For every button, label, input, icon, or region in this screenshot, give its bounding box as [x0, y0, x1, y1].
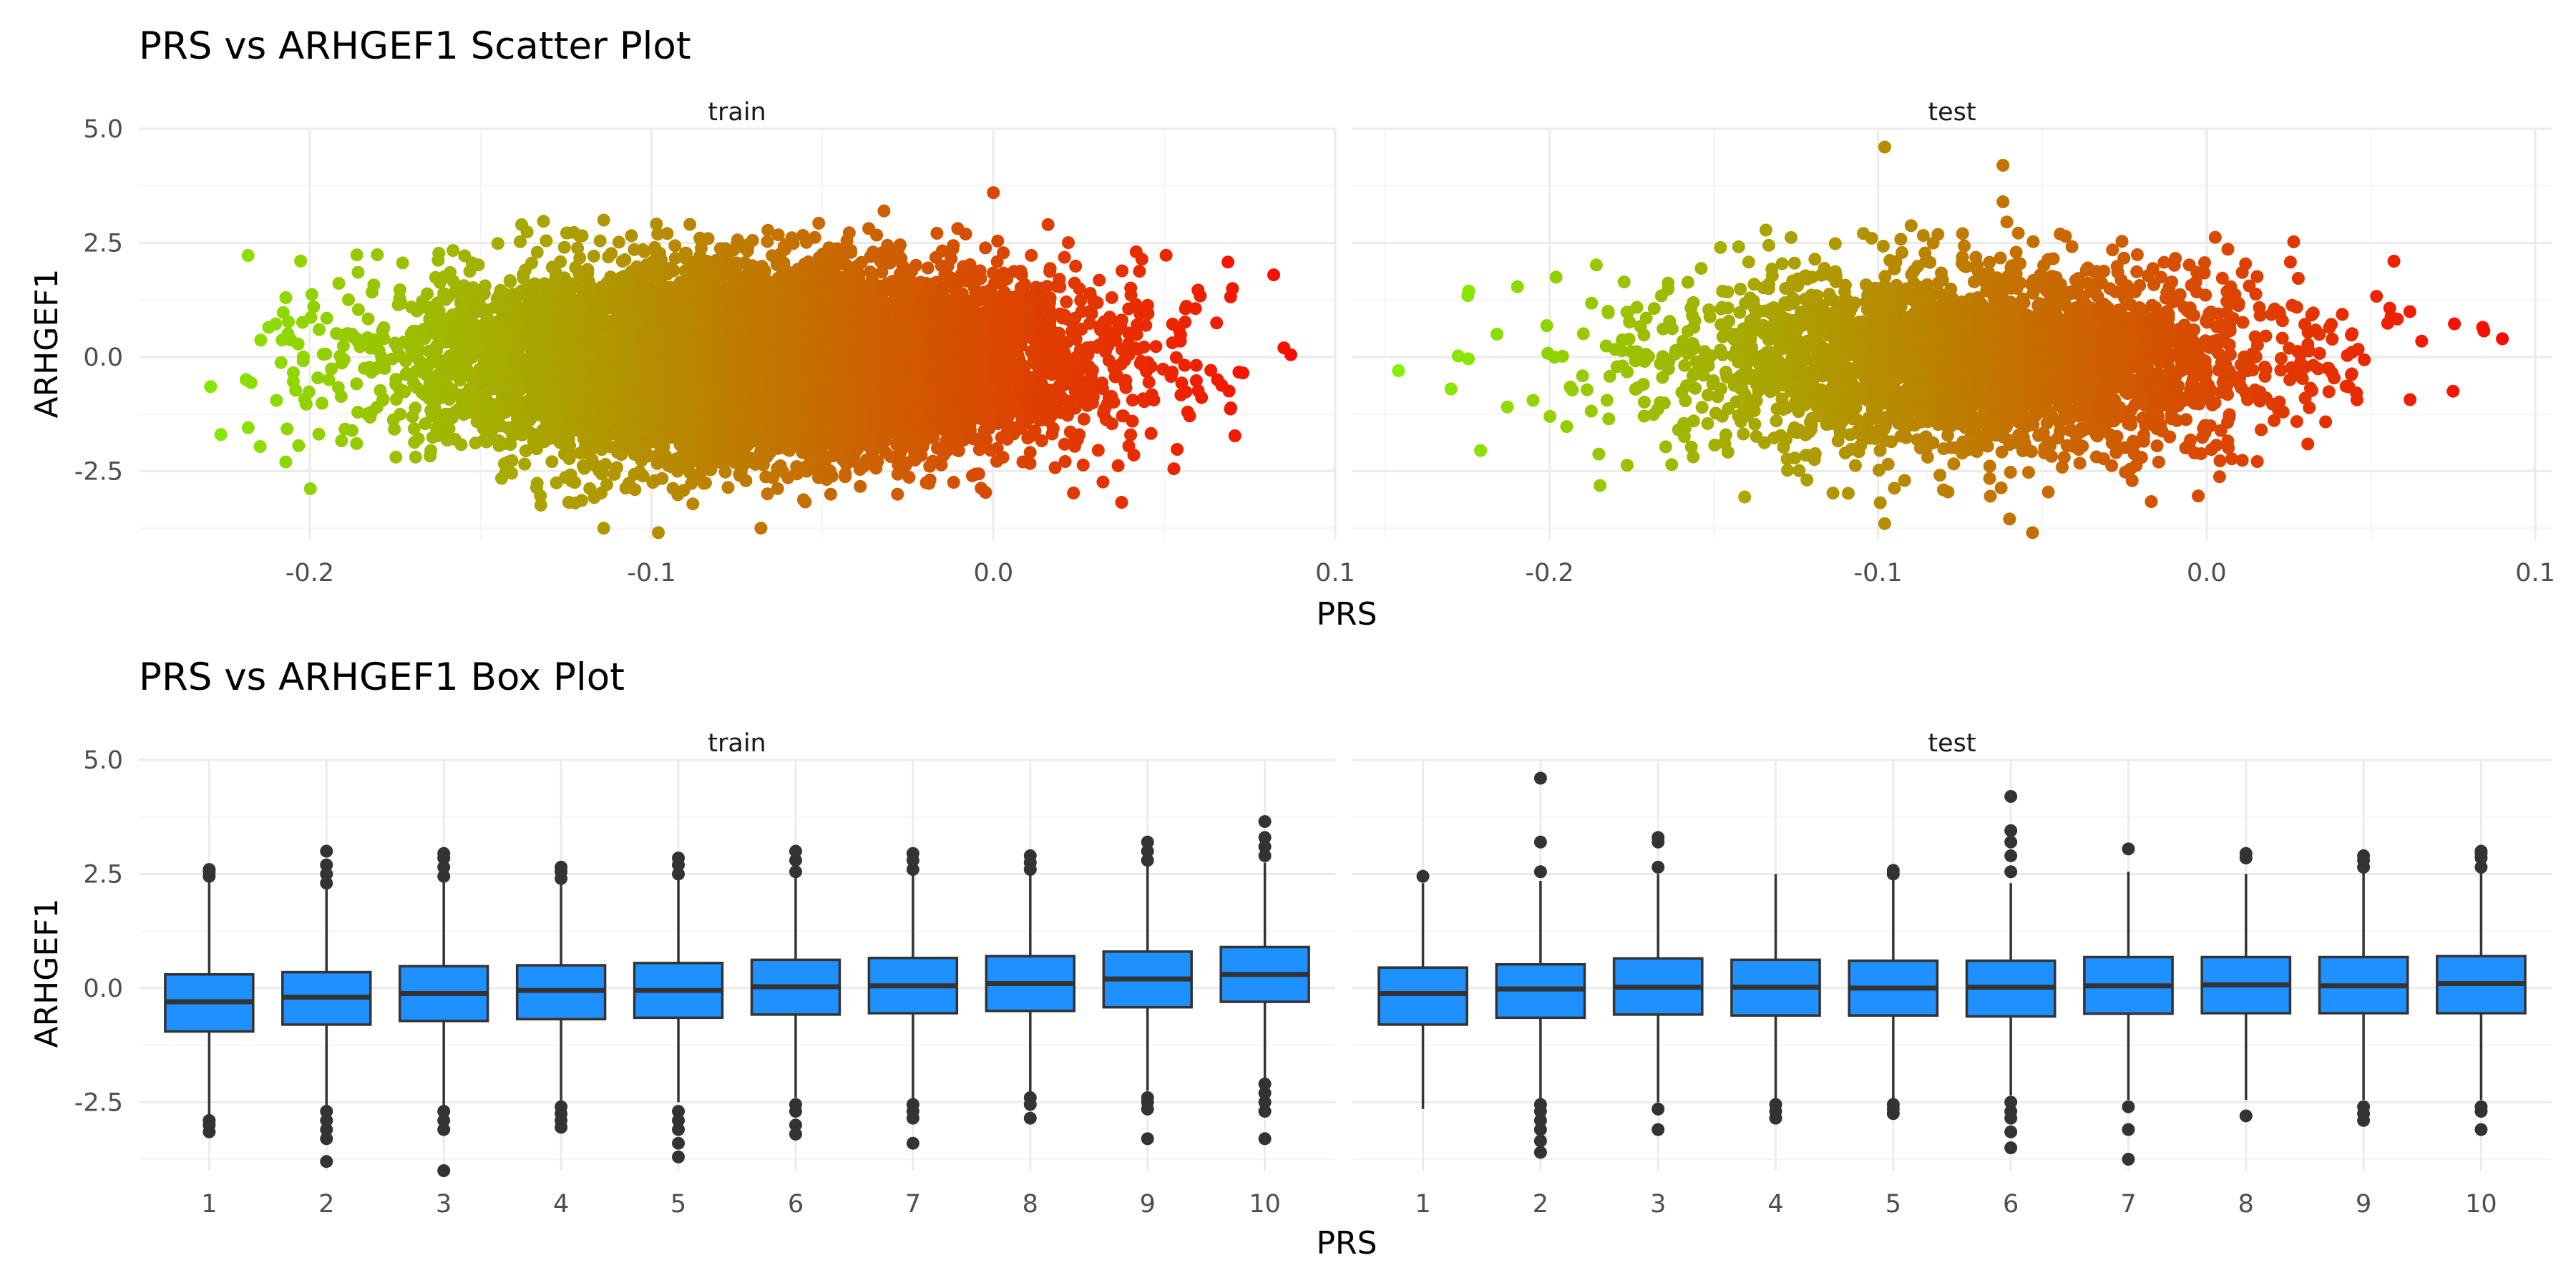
scatter-point: [799, 495, 812, 509]
scatter-point: [1091, 444, 1105, 457]
scatter-y-tick-label: 2.5: [83, 229, 123, 258]
scatter-point: [1115, 496, 1128, 509]
scatter-point: [253, 440, 267, 453]
scatter-point: [316, 396, 328, 410]
scatter-point: [505, 454, 519, 467]
scatter-point: [351, 303, 365, 316]
scatter-point: [1171, 443, 1184, 456]
scatter-point: [409, 450, 422, 464]
scatter-point: [573, 251, 587, 265]
scatter-point: [292, 439, 306, 452]
scatter-point: [618, 253, 632, 266]
scatter-point: [991, 234, 1005, 248]
scatter-x-tick-label: 0.0: [973, 559, 1013, 587]
scatter-point: [346, 424, 358, 437]
scatter-y-tick-label: 5.0: [83, 115, 123, 144]
scatter-point: [844, 243, 857, 257]
scatter-point: [409, 401, 422, 415]
scatter-point: [571, 241, 585, 255]
scatter-point: [969, 467, 982, 481]
scatter-point: [593, 234, 607, 248]
scatter-x-tick-label: -0.2: [286, 559, 334, 587]
scatter-point: [1055, 311, 1069, 325]
scatter-point: [1116, 264, 1129, 278]
scatter-point: [274, 356, 288, 369]
scatter-point: [325, 362, 338, 376]
scatter-point: [1025, 248, 1038, 262]
scatter-point: [351, 406, 365, 419]
scatter-point: [305, 288, 318, 301]
scatter-point: [350, 377, 364, 391]
scatter-point: [1142, 376, 1156, 389]
scatter-point: [979, 241, 992, 255]
scatter-point: [718, 465, 732, 479]
scatter-point: [771, 228, 785, 242]
scatter-point: [996, 451, 1010, 464]
scatter-point: [1053, 280, 1067, 293]
scatter-points-train: [204, 186, 1297, 540]
scatter-x-tick-label: -0.1: [627, 559, 675, 587]
scatter-point: [686, 497, 700, 511]
scatter-x-tick-label: 0.1: [1315, 559, 1355, 587]
scatter-point: [683, 218, 697, 231]
scatter-point: [270, 394, 283, 407]
scatter-point: [286, 366, 300, 379]
scatter-point: [351, 265, 365, 279]
scatter-point: [492, 434, 505, 447]
scatter-point: [1149, 340, 1163, 353]
scatter-point: [389, 450, 403, 464]
scatter-point: [650, 218, 663, 231]
scatter-point: [1067, 487, 1080, 499]
scatter-point: [1124, 281, 1138, 295]
scatter-point: [335, 434, 348, 447]
scatter-point: [930, 227, 944, 240]
scatter-point: [518, 457, 532, 471]
scatter-y-tick-label: -2.5: [74, 457, 123, 486]
scatter-panel-train: train -2.5 0.0 2.5 5.0 -0.2 -0.1 0.0 0.1: [74, 98, 1355, 587]
scatter-point: [1077, 412, 1091, 426]
scatter-y-tick-label: 0.0: [83, 343, 123, 372]
scatter-point: [294, 254, 308, 268]
scatter-point: [1221, 255, 1235, 269]
scatter-point: [668, 239, 682, 253]
scatter-point: [677, 484, 691, 497]
scatter-point: [1178, 358, 1191, 372]
scatter-point: [947, 476, 960, 489]
scatter-point: [350, 436, 364, 450]
scatter-point: [463, 265, 477, 278]
scatter-point: [1074, 293, 1088, 307]
scatter-point: [241, 249, 255, 262]
scatter-point: [812, 216, 826, 230]
scatter-point: [396, 256, 409, 270]
scatter-point: [1133, 265, 1146, 278]
scatter-point: [280, 422, 294, 436]
scatter-point: [666, 482, 680, 495]
scatter-panels: train-2.50.02.55.0-0.2 -0.1 0.0 0.1test-0.2…: [74, 98, 2555, 587]
scatter-point: [239, 373, 253, 386]
scatter-point: [1135, 253, 1148, 266]
scatter-point: [612, 235, 625, 249]
scatter-point: [854, 479, 867, 493]
scatter-point: [1124, 428, 1138, 441]
scatter-point: [312, 427, 326, 441]
scatter-point: [951, 222, 965, 235]
scatter-point: [1195, 391, 1209, 404]
scatter-point: [1069, 259, 1083, 273]
scatter-point: [1060, 295, 1073, 308]
scatter-point: [721, 481, 735, 494]
scatter-point: [1189, 358, 1203, 372]
scatter-point: [316, 348, 330, 361]
scatter-point: [530, 245, 544, 259]
scatter-strip-label: train: [708, 98, 766, 127]
scatter-point: [839, 470, 852, 484]
scatter-plot-title: PRS vs ARHGEF1 Scatter Plot: [139, 24, 691, 68]
scatter-point: [771, 482, 784, 495]
scatter-point: [421, 287, 434, 301]
scatter-point: [1224, 290, 1237, 303]
scatter-point: [254, 333, 268, 347]
scatter-point: [902, 471, 916, 484]
